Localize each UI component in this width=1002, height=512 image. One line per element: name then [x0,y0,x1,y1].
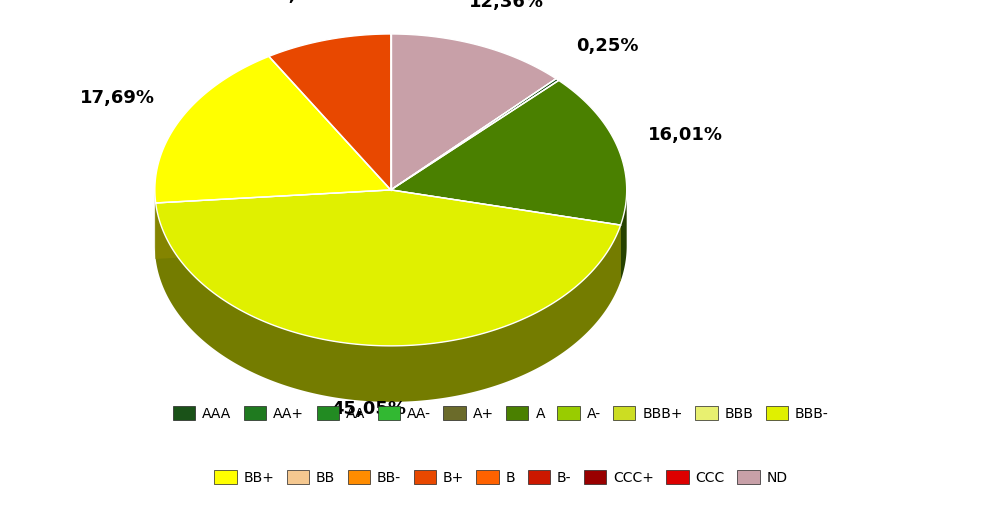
Polygon shape [269,34,391,190]
Polygon shape [155,190,391,259]
Polygon shape [155,190,391,259]
Legend: BB+, BB, BB-, B+, B, B-, CCC+, CCC, ND: BB+, BB, BB-, B+, B, B-, CCC+, CCC, ND [208,465,794,490]
Text: 8,64%: 8,64% [278,0,340,4]
Polygon shape [391,80,626,225]
Polygon shape [391,34,556,190]
Polygon shape [155,56,391,203]
Polygon shape [155,203,620,402]
Text: 17,69%: 17,69% [80,89,155,106]
Text: 16,01%: 16,01% [648,126,723,144]
Polygon shape [155,190,620,346]
Polygon shape [391,79,559,190]
Text: 12,36%: 12,36% [469,0,544,11]
Polygon shape [391,190,620,281]
Text: 0,25%: 0,25% [576,37,638,55]
Polygon shape [620,190,626,281]
Polygon shape [391,190,620,281]
Text: 45,05%: 45,05% [332,400,406,418]
